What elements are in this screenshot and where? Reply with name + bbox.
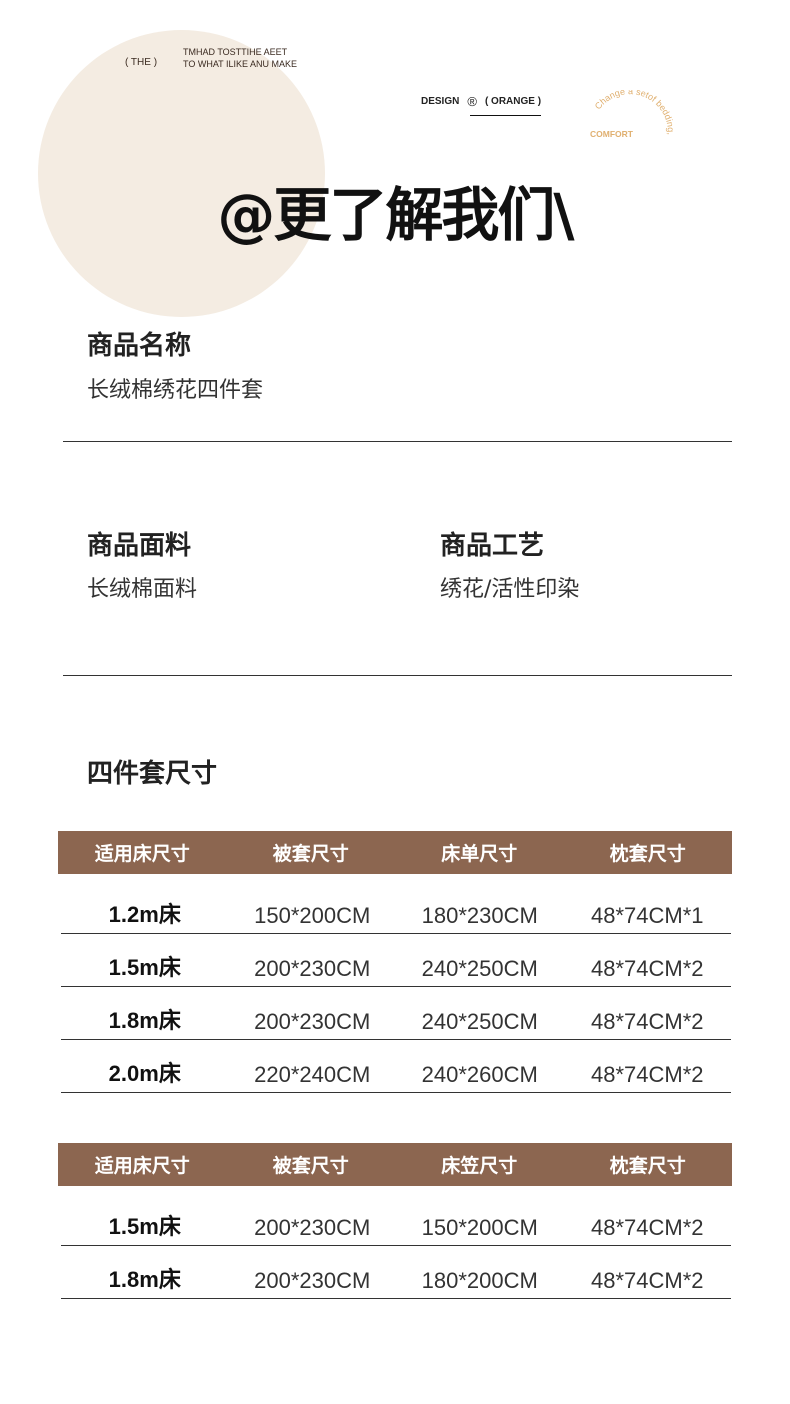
table-cell: 1.8m床 xyxy=(108,1267,181,1292)
table-cell: 2.0m床 xyxy=(108,1061,181,1086)
tagline-2: TO WHAT ILIKE ANU MAKE xyxy=(183,59,298,69)
table2-header: 适用床尺寸 被套尺寸 床笠尺寸 枕套尺寸 xyxy=(58,1143,732,1186)
table-cell: 240*250CM xyxy=(421,956,538,981)
underline xyxy=(470,115,541,116)
table-cell: 180*200CM xyxy=(421,1268,538,1293)
divider xyxy=(63,675,732,676)
circular-slogan: Change a setof bedding, COMFORT xyxy=(590,90,675,139)
size-title: 四件套尺寸 xyxy=(87,759,218,789)
table-cell: 48*74CM*2 xyxy=(590,1009,704,1034)
decorative-circle xyxy=(38,30,325,317)
table-cell: 48*74CM*2 xyxy=(590,956,704,981)
craft-value: 绣花/活性印染 xyxy=(440,577,580,602)
orange-text: ( ORANGE ) xyxy=(484,96,542,107)
table1-header: 适用床尺寸 被套尺寸 床单尺寸 枕套尺寸 xyxy=(58,831,732,874)
table-cell: 48*74CM*1 xyxy=(590,903,704,928)
table-row: 1.5m床 200*230CM 150*200CM 48*74CM*2 xyxy=(61,1193,731,1246)
design-label: DESIGN ® ( ORANGE ) xyxy=(421,94,541,109)
column-header: 适用床尺寸 xyxy=(94,1155,190,1177)
column-header: 床单尺寸 xyxy=(441,843,518,865)
table-cell: 150*200CM xyxy=(421,1215,538,1240)
product-name-value: 长绒棉绣花四件套 xyxy=(87,378,264,403)
craft-label: 商品工艺 xyxy=(440,531,545,561)
column-header: 被套尺寸 xyxy=(272,843,349,865)
table-row: 1.2m床 150*200CM 180*230CM 48*74CM*1 xyxy=(61,881,731,934)
divider xyxy=(63,441,732,442)
table-cell: 200*230CM xyxy=(254,1009,371,1034)
page-title: @更了解我们\ xyxy=(217,181,574,249)
table-cell: 1.5m床 xyxy=(108,955,181,980)
the-label: ( THE ) xyxy=(125,57,158,68)
table-cell: 240*260CM xyxy=(421,1062,538,1087)
column-header: 床笠尺寸 xyxy=(441,1155,518,1177)
tagline-1: TMHAD TOSTTIHE AEET xyxy=(183,47,288,57)
table-cell: 180*230CM xyxy=(421,903,538,928)
registered-icon: ® xyxy=(467,94,477,109)
fabric-value: 长绒棉面料 xyxy=(87,577,198,602)
table-row: 1.8m床 200*230CM 240*250CM 48*74CM*2 xyxy=(61,987,731,1040)
design-text: DESIGN xyxy=(421,96,460,107)
table-cell: 200*230CM xyxy=(254,956,371,981)
table-cell: 48*74CM*2 xyxy=(590,1215,704,1240)
column-header: 适用床尺寸 xyxy=(94,843,190,865)
table-cell: 1.8m床 xyxy=(108,1008,181,1033)
table-row: 1.5m床 200*230CM 240*250CM 48*74CM*2 xyxy=(61,934,731,987)
product-name-label: 商品名称 xyxy=(87,331,192,361)
table-row: 2.0m床 220*240CM 240*260CM 48*74CM*2 xyxy=(61,1040,731,1093)
comfort-text: COMFORT xyxy=(590,129,634,139)
table-row: 1.8m床 200*230CM 180*200CM 48*74CM*2 xyxy=(61,1246,731,1299)
table-cell: 220*240CM xyxy=(254,1062,371,1087)
table-cell: 48*74CM*2 xyxy=(590,1268,704,1293)
table-cell: 240*250CM xyxy=(421,1009,538,1034)
table-cell: 1.5m床 xyxy=(108,1214,181,1239)
table-cell: 1.2m床 xyxy=(108,902,181,927)
column-header: 被套尺寸 xyxy=(272,1155,349,1177)
column-header: 枕套尺寸 xyxy=(609,843,686,865)
table-cell: 48*74CM*2 xyxy=(590,1062,704,1087)
fabric-label: 商品面料 xyxy=(87,531,192,561)
table-cell: 150*200CM xyxy=(254,903,371,928)
table-cell: 200*230CM xyxy=(254,1268,371,1293)
table-cell: 200*230CM xyxy=(254,1215,371,1240)
column-header: 枕套尺寸 xyxy=(609,1155,686,1177)
